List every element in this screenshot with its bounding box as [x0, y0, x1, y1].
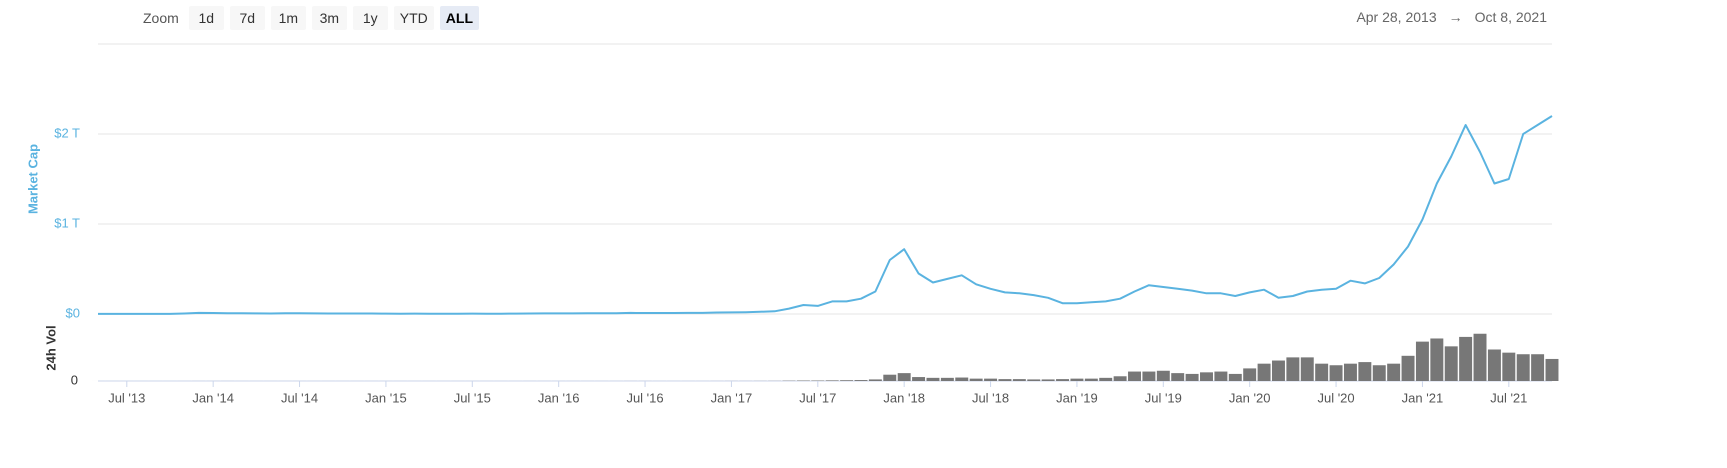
volume-bar — [1387, 363, 1401, 381]
volume-bar — [1487, 349, 1501, 381]
x-tick-label: Jul '20 — [1317, 390, 1354, 405]
volume-bar — [1056, 379, 1070, 381]
volume-bar — [969, 378, 983, 381]
zoom-button[interactable]: 1m — [270, 6, 306, 30]
volume-bar — [1070, 378, 1084, 381]
x-tick-label: Jul '19 — [1145, 390, 1182, 405]
x-tick-label: Jan '20 — [1229, 390, 1271, 405]
volume-bar — [897, 373, 911, 381]
volume-bar — [998, 379, 1012, 381]
date-range: Apr 28, 2013 → Oct 8, 2021 — [1356, 9, 1547, 25]
volume-bar — [1041, 379, 1055, 381]
volume-bar — [1415, 341, 1429, 381]
volume-bar — [1128, 371, 1141, 381]
volume-bar — [854, 380, 868, 381]
volume-bar — [1012, 379, 1026, 381]
volume-bar — [1300, 357, 1314, 381]
zoom-button[interactable]: YTD — [393, 6, 434, 30]
volume-bar — [1545, 358, 1559, 381]
volume-bar — [1084, 378, 1098, 381]
y-axis-title: Market Cap — [25, 144, 40, 214]
volume-bar — [1459, 336, 1473, 381]
volume-bar — [1243, 368, 1257, 381]
volume-bar — [883, 374, 897, 381]
x-tick-label: Jul '18 — [972, 390, 1009, 405]
zoom-label: Zoom — [143, 10, 179, 26]
x-tick-label: Jul '16 — [626, 390, 663, 405]
volume-bar — [1214, 371, 1228, 381]
volume-bar — [984, 378, 998, 381]
x-tick-label: Jul '13 — [108, 390, 145, 405]
x-tick-label: Jul '14 — [281, 390, 318, 405]
volume-bar — [1372, 365, 1386, 381]
volume-bar — [1329, 365, 1343, 381]
x-tick-label: Jan '17 — [711, 390, 753, 405]
zoom-button[interactable]: 1d — [188, 6, 224, 30]
volume-bar — [1027, 379, 1041, 381]
volume-bar — [1156, 370, 1170, 381]
volume-bar — [1444, 346, 1458, 381]
volume-bar — [912, 377, 926, 381]
x-tick-label: Jul '17 — [799, 390, 836, 405]
volume-bar — [1358, 362, 1372, 381]
y-tick-label: $0 — [66, 305, 80, 320]
x-tick-label: Jan '15 — [365, 390, 407, 405]
volume-bar — [868, 379, 882, 381]
volume-bar — [1200, 372, 1213, 381]
volume-bar — [1142, 371, 1156, 381]
volume-bar — [1516, 354, 1530, 381]
zoom-button[interactable]: 1y — [352, 6, 388, 30]
volume-bar — [1502, 352, 1516, 381]
y-tick-label: $2 T — [54, 125, 80, 140]
volume-bar — [1171, 373, 1185, 381]
volume-bar — [1286, 357, 1300, 381]
zoom-button[interactable]: 3m — [311, 6, 347, 30]
volume-bar — [1113, 376, 1127, 381]
volume-bar — [1271, 360, 1285, 381]
x-tick-label: Jul '21 — [1490, 390, 1527, 405]
volume-bar — [1315, 363, 1329, 381]
zoom-button[interactable]: ALL — [439, 6, 480, 30]
x-tick-label: Jan '14 — [192, 390, 234, 405]
range-end: Oct 8, 2021 — [1474, 9, 1547, 25]
volume-bar — [926, 377, 940, 381]
volume-bar — [940, 377, 954, 381]
volume-bar — [1473, 333, 1487, 381]
x-tick-label: Jul '15 — [454, 390, 491, 405]
volume-bar — [1430, 338, 1444, 381]
volume-bar — [1228, 373, 1242, 381]
y2-axis-title: 24h Vol — [43, 325, 58, 370]
x-tick-label: Jan '16 — [538, 390, 580, 405]
x-tick-label: Jan '21 — [1402, 390, 1444, 405]
zoom-toolbar: Zoom 1d 7d 1m 3m 1y YTD ALL — [143, 6, 480, 30]
volume-bar — [825, 380, 839, 381]
x-tick-label: Jan '18 — [883, 390, 925, 405]
volume-bar — [1531, 354, 1545, 381]
volume-bar — [1401, 355, 1415, 381]
market-cap-line — [97, 115, 1553, 315]
volume-bar — [1099, 377, 1113, 381]
volume-bar — [955, 377, 969, 381]
volume-bar — [840, 380, 854, 381]
range-separator: → — [1448, 9, 1463, 25]
y2-tick-label: 0 — [71, 372, 78, 387]
y-tick-label: $1 T — [54, 215, 80, 230]
x-tick-label: Jan '19 — [1056, 390, 1098, 405]
volume-bar — [1257, 363, 1271, 381]
range-start: Apr 28, 2013 — [1356, 9, 1437, 25]
volume-bar — [1185, 373, 1199, 381]
volume-bar — [1343, 363, 1357, 381]
zoom-button[interactable]: 7d — [229, 6, 265, 30]
